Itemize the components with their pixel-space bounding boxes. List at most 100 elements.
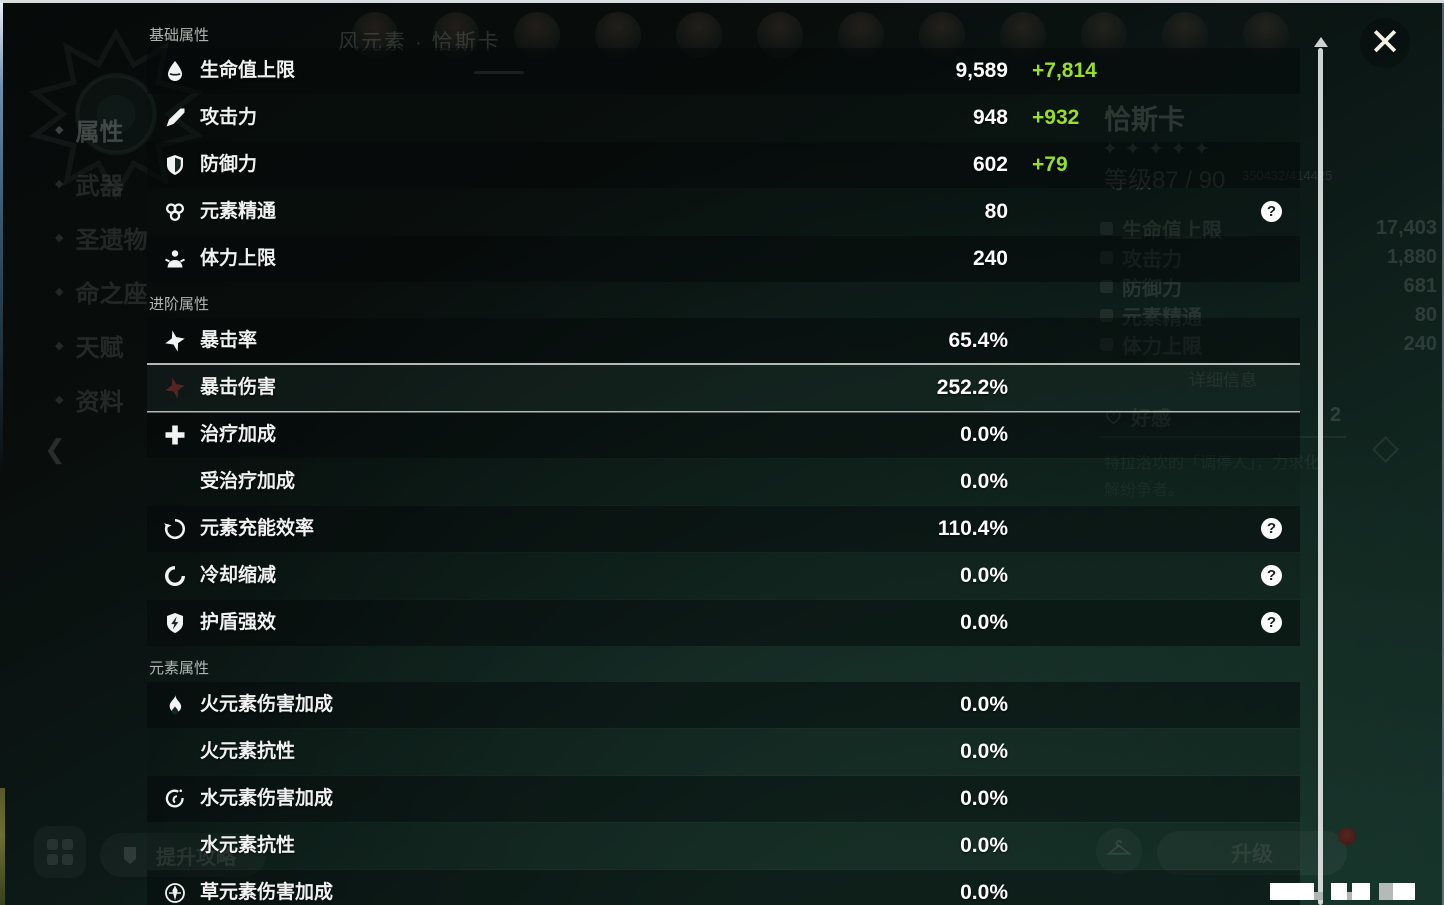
dressing-room-button[interactable]	[1096, 828, 1142, 874]
stat-row[interactable]: 火元素伤害加成 0.0%	[147, 682, 1300, 728]
level-up-button[interactable]: 升级	[1157, 831, 1347, 875]
stat-row[interactable]: 水元素伤害加成 0.0%	[147, 776, 1300, 822]
hp-icon	[163, 59, 187, 83]
background-stat-row: 防御力 681	[1100, 272, 1437, 301]
stat-value: 0.0%	[960, 881, 1008, 904]
stat-value: 0.0%	[960, 834, 1008, 857]
stat-label: 防御力	[200, 154, 258, 175]
promote-guide-button[interactable]: 提升攻略	[100, 833, 266, 877]
pyro-icon	[163, 693, 187, 717]
close-button[interactable]: ✕	[1360, 18, 1410, 68]
stat-row[interactable]: 生命值上限 9,589 +7,814	[147, 48, 1300, 94]
sidebar-item-label: 武器	[75, 172, 124, 200]
section-header: 基础属性	[149, 27, 210, 44]
sidebar-item-label: 资料	[75, 388, 124, 416]
stat-row[interactable]: 元素精通 80?	[147, 189, 1300, 235]
sidebar-item-4[interactable]: ◆ 命之座	[55, 264, 147, 318]
sidebar-item-label: 命之座	[75, 280, 148, 308]
close-icon: ✕	[1369, 22, 1401, 64]
sidebar-item-2[interactable]: ◆ 武器	[55, 156, 147, 210]
stat-value: 0.0%	[960, 423, 1008, 446]
chevron-left-icon[interactable]: ❮	[44, 434, 66, 464]
stat-label: 受治疗加成	[200, 471, 296, 492]
hydro-icon	[163, 787, 187, 811]
background-stat-value: 80	[1414, 304, 1437, 326]
stat-value: 240	[972, 247, 1008, 270]
stat-label: 火元素抗性	[200, 741, 296, 762]
background-stat-value: 1,880	[1386, 246, 1437, 268]
sidebar-item-label: 属性	[75, 118, 124, 146]
scrollbar-arrow-icon[interactable]	[1314, 37, 1328, 47]
grid-icon	[47, 839, 58, 850]
stat-mini-icon	[1100, 222, 1113, 235]
stat-label: 攻击力	[200, 107, 258, 128]
stat-bonus-value: +932	[1032, 106, 1080, 129]
stat-row[interactable]: 元素充能效率 110.4%?	[147, 506, 1300, 552]
stat-row[interactable]: 水元素抗性 0.0%	[147, 823, 1300, 869]
diamond-bullet-icon: ◆	[55, 393, 64, 406]
section-header: 元素属性	[149, 660, 210, 677]
def-icon	[163, 153, 187, 177]
sidebar-item-3[interactable]: ◆ 圣遗物	[55, 210, 147, 264]
stat-row[interactable]: 攻击力 948 +932	[147, 95, 1300, 141]
censored-uid-region	[1270, 883, 1415, 900]
stat-row[interactable]: 受治疗加成 0.0%	[147, 459, 1300, 505]
detail-info-header: 详细信息	[1189, 371, 1257, 390]
stat-row[interactable]: 冷却缩减 0.0%?	[147, 553, 1300, 599]
sidebar-item-5[interactable]: ◆ 天赋	[55, 318, 147, 372]
section-header: 进阶属性	[149, 296, 210, 313]
stat-row[interactable]: 火元素抗性 0.0%	[147, 729, 1300, 775]
stat-row[interactable]: 体力上限 240	[147, 236, 1300, 282]
shield-strength-icon	[163, 611, 187, 635]
stat-value: 252.2%	[936, 376, 1008, 399]
menu-grid-button[interactable]	[34, 826, 86, 878]
notification-dot	[1338, 827, 1356, 845]
diamond-bullet-icon: ◆	[55, 231, 64, 244]
help-icon[interactable]: ?	[1261, 565, 1282, 586]
sidebar-item-label: 圣遗物	[75, 226, 148, 254]
stat-value: 0.0%	[960, 611, 1008, 634]
stat-value: 948	[972, 106, 1008, 129]
background-stat-value: 17,403	[1375, 217, 1437, 239]
stat-row[interactable]: 暴击率 65.4%	[147, 318, 1300, 364]
stat-row[interactable]: 防御力 602 +79	[147, 142, 1300, 188]
sidebar-nav: ◆ 属性 ◆ 武器 ◆ 圣遗物 ◆ 命之座 ◆ 天赋 ◆ 资料	[55, 102, 147, 426]
stat-value: 110.4%	[937, 517, 1008, 540]
crit-rate-icon	[163, 329, 187, 353]
stat-mini-icon	[1100, 280, 1113, 293]
stat-value: 0.0%	[960, 740, 1008, 763]
stamina-icon	[163, 247, 187, 271]
scrollbar[interactable]	[1318, 48, 1323, 905]
stat-row[interactable]: 护盾强效 0.0%?	[147, 600, 1300, 646]
stat-value: 0.0%	[960, 564, 1008, 587]
stat-value: 0.0%	[960, 787, 1008, 810]
stat-label: 元素精通	[200, 201, 277, 222]
stat-label: 体力上限	[200, 248, 277, 269]
help-icon[interactable]: ?	[1261, 201, 1282, 222]
stat-label: 暴击率	[200, 330, 258, 351]
hanger-icon	[1106, 839, 1132, 855]
sidebar-item-1[interactable]: ◆ 属性	[55, 102, 147, 156]
stat-row[interactable]: 治疗加成 0.0%	[147, 412, 1300, 458]
help-icon[interactable]: ?	[1261, 518, 1282, 539]
stat-row-selected[interactable]: 暴击伤害 252.2%	[147, 365, 1300, 411]
sidebar-item-label: 天赋	[75, 334, 124, 362]
help-icon[interactable]: ?	[1261, 612, 1282, 633]
energy-recharge-icon	[163, 517, 187, 541]
promote-icon	[118, 843, 142, 867]
stat-label: 草元素伤害加成	[200, 882, 334, 903]
diamond-bullet-icon: ◆	[55, 177, 64, 190]
promote-guide-label: 提升攻略	[156, 846, 236, 869]
stat-row[interactable]: 草元素伤害加成 0.0%	[147, 870, 1300, 905]
attributes-panel: 基础属性 生命值上限 9,589 +7,814 攻击力 948 +932 防御力 602 +79 元…	[147, 0, 1300, 905]
character-name: 恰斯卡	[1104, 105, 1185, 135]
character-description-line2: 解纷争者。	[1104, 482, 1185, 499]
stat-label: 冷却缩减	[200, 565, 277, 586]
level-up-label: 升级	[1231, 843, 1273, 866]
sidebar-item-6[interactable]: ◆ 资料	[55, 372, 147, 426]
elemental-mastery-icon	[163, 200, 187, 224]
stat-bonus-value: +7,814	[1032, 59, 1097, 82]
stat-label: 水元素伤害加成	[200, 788, 334, 809]
stat-value: 80	[984, 200, 1008, 223]
